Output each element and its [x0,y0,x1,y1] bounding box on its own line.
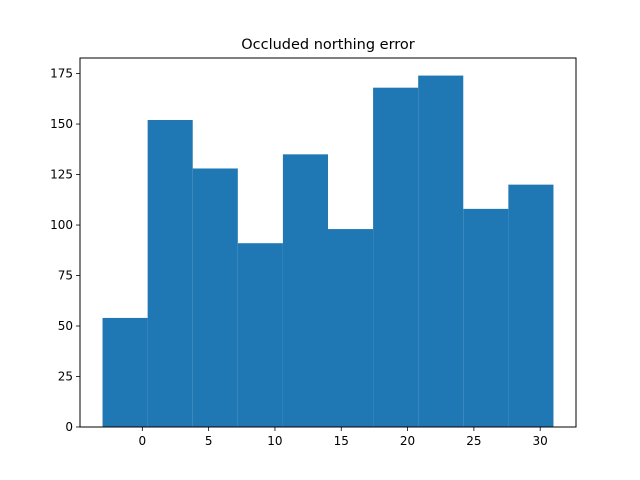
histogram-bar [463,208,509,427]
y-tick-label: 125 [50,168,73,182]
y-tick-label: 100 [50,218,73,232]
histogram-bar [508,184,554,427]
histogram-bar [237,243,283,427]
y-tick-label: 50 [58,319,73,333]
y-axis: 0 25 50 75 100 125 150 175 [50,67,80,434]
x-tick-label: 0 [139,434,147,448]
x-tick-label: 30 [533,434,548,448]
x-tick-label: 20 [400,434,415,448]
y-tick-label: 150 [50,117,73,131]
x-axis: 0 5 10 15 20 25 30 [139,427,548,448]
chart-title: Occluded northing error [241,37,415,53]
x-tick-label: 15 [334,434,349,448]
histogram-bar [328,229,374,427]
histogram-bar [282,154,328,427]
y-tick-label: 175 [50,67,73,81]
histogram-bar [192,168,238,427]
histogram-bar [418,75,464,428]
x-tick-label: 25 [466,434,481,448]
y-tick-label: 0 [65,420,73,434]
x-tick-label: 10 [267,434,282,448]
y-tick-label: 75 [58,269,73,283]
histogram-bar [102,317,148,427]
plot-frame [79,57,577,428]
bars-group [102,75,554,428]
x-tick-label: 5 [205,434,213,448]
y-tick-label: 25 [58,370,73,384]
histogram-bar [147,120,193,427]
histogram-bar [373,87,419,428]
